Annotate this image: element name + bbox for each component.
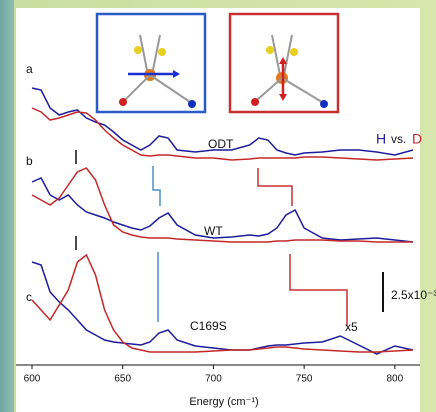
x-tick-label: 650	[114, 374, 131, 385]
panel-label: b	[26, 154, 33, 168]
magnification-label: x5	[345, 320, 358, 334]
legend: H vs. D	[376, 131, 422, 147]
x-axis-label: Energy (cm⁻¹)	[189, 396, 258, 408]
x-tick-label: 750	[296, 374, 313, 385]
x-tick-label: 600	[24, 374, 41, 385]
x-tick-label: 700	[205, 374, 222, 385]
scale-bar-label: 2.5x10⁻³	[391, 288, 436, 302]
panel-label: c	[26, 290, 32, 304]
page: 2.5x10⁻³ x5 Energy (cm⁻¹) H vs. D 600 650…	[0, 0, 436, 412]
sample-label: C169S	[190, 319, 227, 333]
chart: 2.5x10⁻³ x5 Energy (cm⁻¹) H vs. D 600 650…	[0, 0, 436, 412]
sample-label: ODT	[208, 137, 234, 151]
legend-label: D	[412, 131, 422, 147]
inset-h	[97, 14, 205, 112]
legend-separator: vs.	[391, 132, 406, 146]
sample-label: WT	[204, 224, 223, 238]
legend-label: H	[376, 131, 386, 147]
x-tick-label: 800	[387, 374, 404, 385]
inset-d	[230, 14, 338, 112]
panel-label: a	[26, 62, 33, 76]
